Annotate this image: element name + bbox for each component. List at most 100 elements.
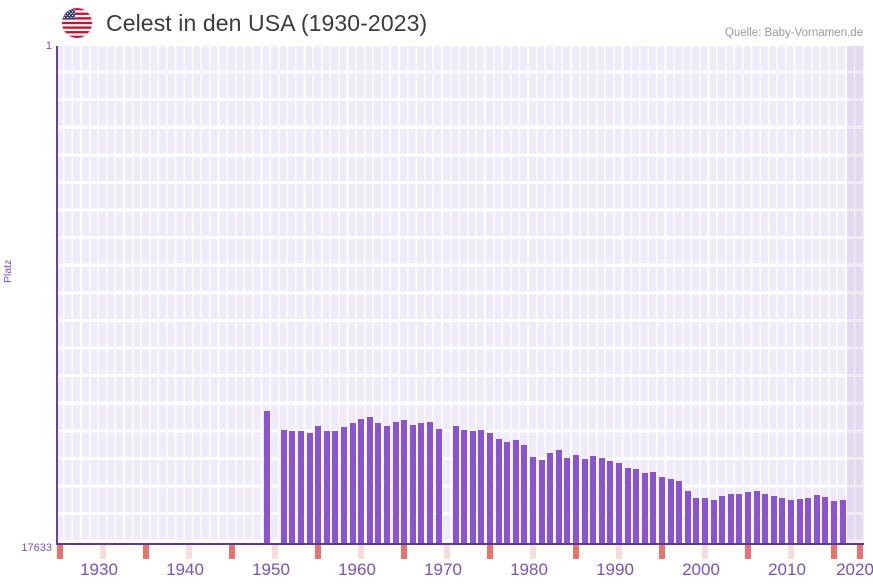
source-attribution: Quelle: Baby-Vornamen.de — [724, 27, 863, 39]
bar[interactable] — [461, 430, 468, 543]
bar[interactable] — [452, 426, 459, 543]
bar[interactable] — [564, 458, 571, 543]
bar[interactable] — [375, 423, 382, 543]
bar[interactable] — [667, 479, 674, 543]
bar[interactable] — [676, 481, 683, 543]
x-axis-label: 1940 — [166, 560, 204, 579]
bar[interactable] — [624, 468, 631, 543]
bar[interactable] — [805, 498, 812, 543]
page-title: Celest in den USA (1930-2023) — [106, 10, 428, 36]
bar[interactable] — [383, 426, 390, 543]
x-axis-label: 2000 — [682, 560, 720, 579]
bar[interactable] — [340, 427, 347, 543]
us-flag-icon — [62, 8, 92, 38]
bar[interactable] — [839, 500, 846, 543]
bar[interactable] — [736, 494, 743, 543]
bar[interactable] — [435, 429, 442, 543]
bar[interactable] — [573, 455, 580, 543]
bar[interactable] — [633, 469, 640, 543]
bar[interactable] — [693, 498, 700, 543]
x-axis-tick — [616, 545, 623, 559]
x-axis-tick-marks — [56, 545, 864, 559]
bar[interactable] — [426, 422, 433, 543]
bar[interactable] — [830, 501, 837, 543]
bar[interactable] — [487, 433, 494, 543]
y-axis-title: Platz — [2, 259, 14, 283]
x-axis-tick — [530, 545, 537, 559]
bar[interactable] — [650, 472, 657, 543]
bar[interactable] — [822, 497, 829, 543]
x-axis-tick — [143, 545, 150, 559]
bar[interactable] — [495, 439, 502, 543]
x-axis-tick — [487, 545, 494, 559]
bar[interactable] — [392, 422, 399, 543]
chart-header: Celest in den USA (1930-2023) Quelle: Ba… — [0, 0, 873, 46]
bar[interactable] — [504, 442, 511, 543]
bar[interactable] — [263, 411, 270, 543]
bar[interactable] — [530, 457, 537, 543]
bar[interactable] — [358, 419, 365, 543]
bar[interactable] — [607, 461, 614, 543]
y-axis-bottom-label-wrap: 17633 — [0, 538, 52, 556]
bar-series — [56, 46, 864, 543]
bar[interactable] — [538, 460, 545, 543]
bar[interactable] — [641, 473, 648, 543]
x-axis-label: 1980 — [510, 560, 548, 579]
x-axis-tick — [787, 545, 794, 559]
plot-area — [56, 46, 864, 543]
bar[interactable] — [478, 430, 485, 543]
x-axis-tick-labels: 1930 1940 1950 1960 1970 1980 1990 2000 2010 2020 — [0, 559, 873, 587]
bar[interactable] — [770, 496, 777, 543]
bar[interactable] — [332, 431, 339, 543]
bar[interactable] — [598, 458, 605, 543]
x-axis-label: 1960 — [338, 560, 376, 579]
bar[interactable] — [306, 433, 313, 543]
bar[interactable] — [366, 417, 373, 543]
x-axis-tick — [744, 545, 751, 559]
bar[interactable] — [779, 498, 786, 543]
y-axis-top-label: 1 — [45, 40, 52, 52]
bar[interactable] — [297, 431, 304, 543]
bar[interactable] — [401, 420, 408, 543]
bar[interactable] — [521, 445, 528, 543]
bar[interactable] — [280, 430, 287, 543]
bar[interactable] — [590, 456, 597, 543]
x-axis-label: 2010 — [768, 560, 806, 579]
bar[interactable] — [727, 494, 734, 543]
bar[interactable] — [658, 477, 665, 543]
bar[interactable] — [813, 495, 820, 543]
bar[interactable] — [616, 463, 623, 543]
x-axis-label: 1950 — [252, 560, 290, 579]
bar[interactable] — [762, 494, 769, 543]
x-axis-tick — [444, 545, 451, 559]
x-axis-tick — [701, 545, 708, 559]
x-axis-tick — [315, 545, 322, 559]
bar[interactable] — [719, 496, 726, 543]
x-axis-tick — [358, 545, 365, 559]
bar[interactable] — [469, 431, 476, 543]
bar[interactable] — [512, 440, 519, 543]
x-axis-tick — [401, 545, 408, 559]
bar[interactable] — [753, 491, 760, 543]
bar[interactable] — [710, 500, 717, 543]
bar[interactable] — [547, 453, 554, 543]
bar[interactable] — [555, 450, 562, 543]
bar[interactable] — [796, 499, 803, 543]
bar[interactable] — [323, 431, 330, 543]
bar[interactable] — [418, 423, 425, 543]
bar[interactable] — [409, 425, 416, 543]
x-axis-tick — [186, 545, 193, 559]
bar[interactable] — [315, 426, 322, 543]
bar[interactable] — [701, 498, 708, 543]
bar[interactable] — [581, 459, 588, 543]
bar[interactable] — [349, 423, 356, 543]
x-axis-tick — [573, 545, 580, 559]
bar[interactable] — [289, 431, 296, 543]
bar[interactable] — [787, 500, 794, 543]
bar[interactable] — [684, 491, 691, 543]
x-axis-label: 1970 — [424, 560, 462, 579]
bar[interactable] — [744, 492, 751, 543]
x-axis-tick — [658, 545, 665, 559]
x-axis-line — [56, 543, 864, 545]
